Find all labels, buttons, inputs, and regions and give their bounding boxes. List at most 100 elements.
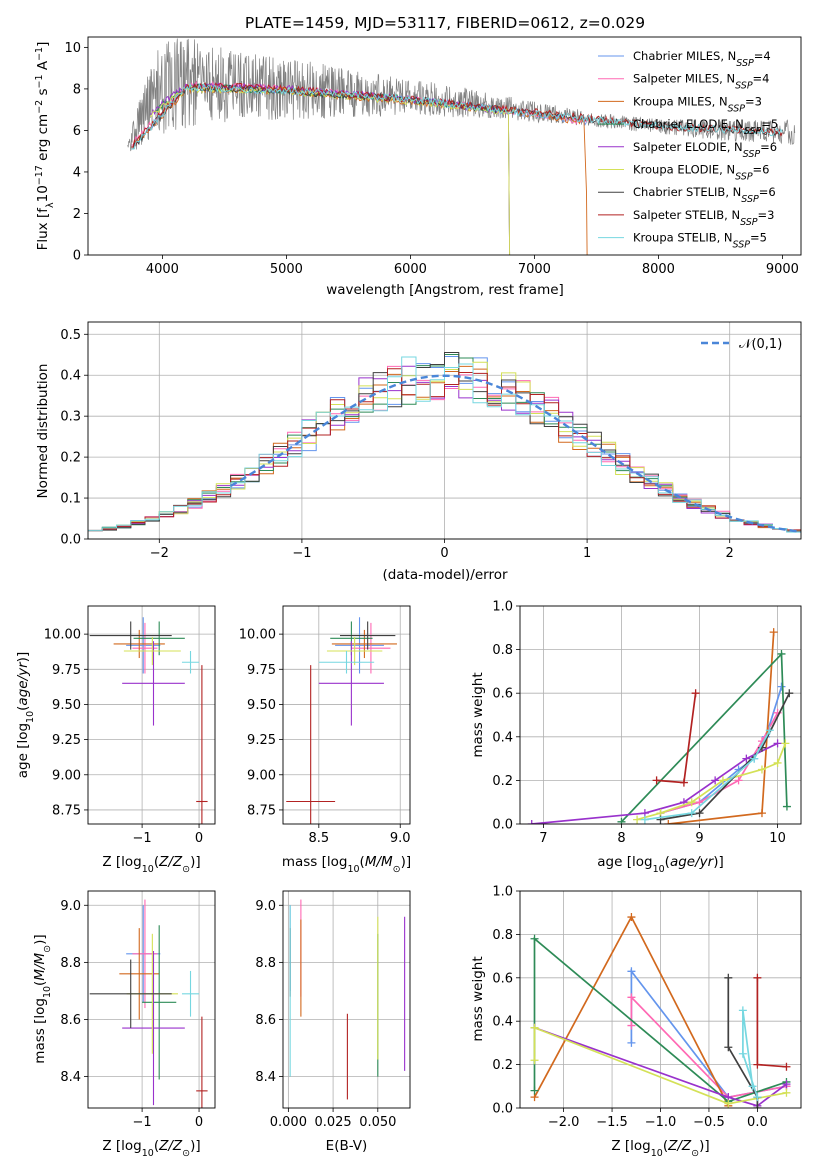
x-tick-label: 0: [195, 1115, 203, 1130]
axes-frame: [519, 890, 802, 1109]
plus-marker: [695, 809, 704, 818]
panel-age_vs_mass: 8.5 9.0 8.75 9.00 9.25 9.50 9.75 10.00: [239, 605, 411, 846]
panel-massweight_vs_age: 7 8 9 10 0.0 0.2 0.4 0.6 0.8 1.0: [492, 600, 802, 846]
plus-marker: [777, 682, 786, 691]
plus-marker: [640, 815, 649, 824]
y-tick-label: 0.8: [492, 643, 513, 658]
plus-marker: [530, 1023, 539, 1032]
plot-area: [283, 891, 410, 1108]
data-layer: [530, 913, 791, 1108]
x-axis-label: Z [log10(Z/Z⊙)]: [611, 1138, 709, 1159]
plus-marker: [773, 739, 782, 748]
y-tick-label: 0: [73, 249, 81, 264]
y-axis-label: mass weight: [470, 956, 486, 1041]
y-tick-label: 8: [73, 82, 81, 97]
data-layer: [127, 38, 796, 255]
x-axis-label: Z [log10(Z/Z⊙)]: [102, 1138, 200, 1159]
axes-frame: [87, 890, 216, 1109]
legend-label: Chabrier STELIB, NSSP=6: [633, 185, 776, 205]
y-tick-label: 1.0: [492, 885, 513, 900]
y-tick-label: 9.0: [60, 899, 81, 914]
plus-marker: [773, 758, 782, 767]
plus-marker: [617, 817, 626, 824]
y-tick-label: 0.1: [60, 492, 81, 507]
plus-marker: [750, 754, 759, 763]
y-tick-label: 8.6: [255, 1013, 276, 1028]
y-tick-label: 9.50: [52, 698, 81, 713]
data-layer: [289, 899, 406, 1100]
panel-mass_vs_Z: −1 0 8.4 8.6 8.8 9.0: [60, 890, 216, 1130]
plus-marker: [782, 1088, 791, 1097]
x-tick-label: 0.0: [747, 1115, 768, 1130]
plus-marker: [691, 689, 700, 698]
plus-marker: [627, 1038, 636, 1047]
y-tick-label: 1.0: [492, 600, 513, 615]
plus-marker: [695, 798, 704, 807]
x-tick-label: 2: [726, 546, 734, 561]
histogram-8: [88, 356, 801, 539]
x-tick-label: 0: [195, 831, 203, 846]
y-tick-label: 0.4: [60, 369, 81, 384]
y-tick-label: 6: [73, 124, 81, 139]
mass-weight-series-4: [531, 742, 778, 824]
data-layer: [89, 899, 208, 1108]
panel-mass_vs_EBV: 0.000 0.025 0.050 8.4 8.6 8.8 9.0: [255, 890, 411, 1130]
x-tick-label: 5000: [270, 262, 303, 277]
panel-massweight_vs_Z: −2.0 −1.5 −1.0 −0.5 0.0 0.0 0.2 0.4 0.6 0.8 1.0: [492, 885, 802, 1130]
plus-marker: [748, 1082, 757, 1091]
x-axis-label: Z [log10(Z/Z⊙)]: [102, 854, 200, 875]
y-tick-label: 2: [73, 207, 81, 222]
y-tick-label: 0.4: [492, 1015, 513, 1030]
x-tick-label: −1: [133, 831, 152, 846]
plus-marker: [530, 934, 539, 943]
y-tick-label: 0.0: [60, 533, 81, 548]
data-layer: [286, 617, 397, 824]
panel-spectrum: 4000 5000 6000 7000 8000 9000 0 2 4 6 8 10 Chabrier …: [64, 36, 802, 277]
plus-marker: [734, 776, 743, 785]
plot-area: [520, 606, 801, 824]
legend-label: Chabrier ELODIE, NSSP=5: [633, 117, 778, 137]
plus-marker: [769, 628, 778, 637]
x-tick-label: 8.5: [308, 831, 329, 846]
x-tick-label: 7: [539, 831, 547, 846]
x-tick-label: −1.5: [596, 1115, 628, 1130]
plus-marker: [664, 820, 673, 824]
plus-marker: [782, 802, 791, 811]
y-tick-label: 9.0: [255, 899, 276, 914]
mass-weight-series-6: [727, 977, 759, 1108]
x-tick-label: −2.0: [548, 1115, 580, 1130]
y-tick-label: 9.00: [52, 768, 81, 783]
x-tick-label: 0: [440, 546, 448, 561]
x-tick-label: 7000: [518, 262, 551, 277]
plus-marker: [782, 1080, 791, 1089]
y-tick-label: 0.5: [60, 328, 81, 343]
x-tick-label: −0.5: [693, 1115, 725, 1130]
y-tick-label: 10: [64, 41, 81, 56]
axes-frame: [519, 605, 802, 825]
mass-weight-series-8: [742, 1010, 759, 1098]
y-axis-label: mass weight: [470, 672, 486, 757]
y-tick-label: 0.3: [60, 410, 81, 425]
x-tick-label: 9000: [766, 262, 799, 277]
data-layer: [527, 628, 794, 824]
x-tick-label: 6000: [394, 262, 427, 277]
x-tick-label: 8: [617, 831, 625, 846]
y-tick-label: 8.8: [60, 956, 81, 971]
y-tick-label: 4: [73, 165, 81, 180]
plus-marker: [753, 1104, 762, 1108]
axes-frame: [87, 605, 216, 825]
legend-label: Salpeter ELODIE, NSSP=6: [633, 140, 777, 160]
y-tick-label: 10.00: [44, 628, 81, 643]
plot-area: [283, 606, 410, 824]
x-tick-label: 0.050: [359, 1115, 396, 1130]
x-tick-label: 0.025: [314, 1115, 351, 1130]
y-tick-label: 9.25: [247, 733, 276, 748]
plus-marker: [530, 1056, 539, 1065]
y-tick-label: 0.8: [492, 928, 513, 943]
y-tick-label: 0.6: [492, 687, 513, 702]
plus-marker: [679, 778, 688, 787]
y-tick-label: 9.50: [247, 698, 276, 713]
plus-marker: [687, 798, 696, 807]
x-axis-label: wavelength [Angstrom, rest frame]: [326, 282, 564, 298]
